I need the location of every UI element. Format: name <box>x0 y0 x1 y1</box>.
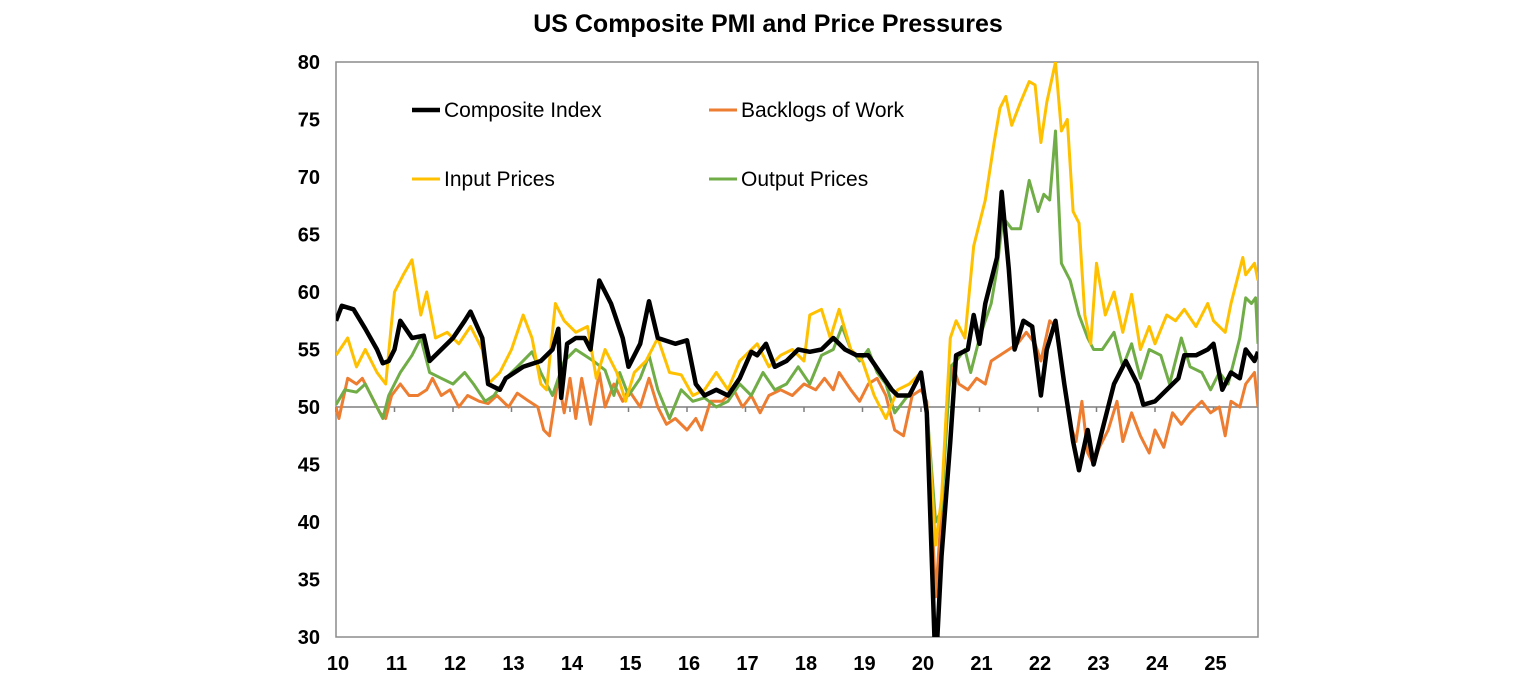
series-line-backlogs-of-work <box>336 319 1258 599</box>
x-tick-label: 25 <box>1204 653 1226 675</box>
legend-label-input-prices: Input Prices <box>444 168 555 191</box>
y-tick-label: 70 <box>298 167 320 189</box>
y-tick-label: 45 <box>298 455 320 477</box>
x-tick-label: 19 <box>853 653 875 675</box>
y-tick-label: 30 <box>298 627 320 649</box>
y-tick-label: 80 <box>298 52 320 74</box>
x-tick-label: 22 <box>1029 653 1051 675</box>
legend-item-composite: Composite Index <box>412 99 602 122</box>
y-tick-label: 55 <box>298 340 320 362</box>
x-tick-label: 12 <box>444 653 466 675</box>
chart-title: US Composite PMI and Price Pressures <box>533 10 1003 38</box>
legend-label-backlogs: Backlogs of Work <box>741 99 905 122</box>
x-tick-label: 21 <box>970 653 992 675</box>
x-axis: 10 11 12 13 14 15 16 17 18 19 20 21 22 23 24 25 <box>327 407 1227 675</box>
x-tick-label: 24 <box>1146 653 1169 675</box>
x-tick-label: 18 <box>795 653 817 675</box>
legend-item-backlogs: Backlogs of Work <box>709 99 905 122</box>
y-tick-label: 40 <box>298 512 320 534</box>
y-axis: 30 35 40 45 50 55 60 65 70 75 80 <box>298 52 320 649</box>
x-tick-label: 23 <box>1087 653 1109 675</box>
x-tick-label: 14 <box>561 653 584 675</box>
legend-item-input-prices: Input Prices <box>412 168 555 191</box>
y-tick-label: 60 <box>298 282 320 304</box>
x-tick-label: 13 <box>502 653 524 675</box>
legend-label-composite: Composite Index <box>444 99 602 122</box>
x-tick-label: 16 <box>678 653 700 675</box>
x-tick-label: 15 <box>619 653 641 675</box>
y-tick-label: 35 <box>298 570 320 592</box>
y-tick-label: 75 <box>298 110 320 132</box>
y-tick-label: 50 <box>298 397 320 419</box>
x-tick-label: 10 <box>327 653 349 675</box>
x-tick-label: 20 <box>912 653 934 675</box>
y-tick-label: 65 <box>298 225 320 247</box>
legend-item-output-prices: Output Prices <box>709 168 868 191</box>
series-lines <box>336 62 1258 637</box>
x-tick-label: 11 <box>386 653 407 675</box>
legend: Composite Index Backlogs of Work Input P… <box>412 99 905 191</box>
legend-label-output-prices: Output Prices <box>741 168 868 191</box>
x-tick-label: 17 <box>736 653 758 675</box>
series-line-composite-index <box>336 189 1258 637</box>
